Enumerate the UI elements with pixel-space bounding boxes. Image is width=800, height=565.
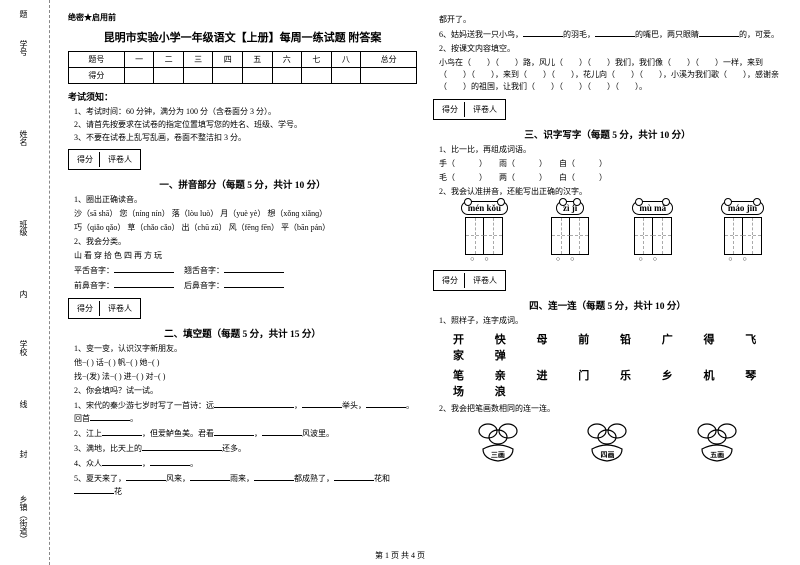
question: 2、按课文内容填空。 xyxy=(439,43,782,55)
question-line: 找−(发) 法−( ) 进−( ) 对−( ) xyxy=(74,371,417,383)
question-line: 2、江上，但爱鲈鱼美。君看，风波里。 xyxy=(74,427,417,440)
th: 七 xyxy=(302,52,332,68)
notice-title: 考试须知： xyxy=(68,90,417,103)
pinyin-unit: máo jīn ○○ xyxy=(703,201,782,263)
question: 2、我会把笔画数相同的连一连。 xyxy=(439,403,782,415)
question-line: 手（ ） 雨（ ） 自（ ） xyxy=(439,158,782,170)
binding-label: 学校 xyxy=(18,340,29,356)
binding-label: 学号 xyxy=(18,40,29,56)
scorebox-cell: 评卷人 xyxy=(102,301,138,316)
scorebox-cell: 得分 xyxy=(71,152,100,167)
score-box: 得分 评卷人 xyxy=(68,149,141,170)
question: 2、你会填吗？试一试。 xyxy=(74,385,417,397)
th: 六 xyxy=(272,52,302,68)
th: 八 xyxy=(331,52,361,68)
tian-grid xyxy=(634,217,672,255)
part-title-3: 三、识字写字（每题 5 分，共计 10 分） xyxy=(433,127,782,141)
question-line: 6、姑妈送我一只小鸟，的羽毛，的嘴巴，两只眼睛的，可爱。 xyxy=(439,28,782,41)
pinyin-cloud: mén kǒu xyxy=(461,201,508,215)
char-row: 笔 亲 进 门 乐 乡 机 琴 场 浪 xyxy=(453,367,782,399)
flower-icon: 四画 xyxy=(577,419,637,464)
part-title-4: 四、连一连（每题 5 分，共计 10 分） xyxy=(433,298,782,312)
binding-margin: 题 学号 姓名 班级 内 学校 线 封 乡镇（街道） xyxy=(0,0,50,565)
question-line: 沙（sā shā） 您（nínɡ nín） 落（lòu luò） 月（yuè y… xyxy=(74,208,417,220)
scorebox-cell: 评卷人 xyxy=(102,152,138,167)
question-line: 1、宋代的秦少游七岁时写了一首诗：远，举头，。回首。 xyxy=(74,399,417,425)
question: 2、我会分类。 xyxy=(74,236,417,248)
scorebox-cell: 得分 xyxy=(436,102,465,117)
score-box: 得分 评卷人 xyxy=(433,270,506,291)
th: 二 xyxy=(154,52,184,68)
tian-grid xyxy=(724,217,762,255)
flower-icon: 五画 xyxy=(687,419,747,464)
question-line: 山 看 穿 拾 色 四 再 方 玩 xyxy=(74,250,417,262)
exam-title: 昆明市实验小学一年级语文【上册】每周一练试题 附答案 xyxy=(68,29,417,45)
question-line: 都开了。 xyxy=(439,14,782,26)
notice-item: 1、考试时间：60 分钟，满分为 100 分（含卷面分 3 分）。 xyxy=(74,106,417,117)
tian-grid xyxy=(465,217,503,255)
flower-label: 三画 xyxy=(468,450,528,460)
secret-label: 绝密★启用前 xyxy=(68,12,417,23)
th: 总分 xyxy=(361,52,417,68)
binding-top: 题 xyxy=(18,10,29,18)
right-column: 都开了。 6、姑妈送我一只小鸟，的羽毛，的嘴巴，两只眼睛的，可爱。 2、按课文内… xyxy=(425,12,790,565)
table-row: 题号 一 二 三 四 五 六 七 八 总分 xyxy=(69,52,417,68)
flower-row: 三画 四画 五画 xyxy=(443,419,772,464)
question-line: 毛（ ） 两（ ） 白（ ） xyxy=(439,172,782,184)
question-line: 小鸟在（ ）（ ）路，风儿（ ）（ ）我们，我们像（ ）（ ）一样，来到（ ）（… xyxy=(439,57,782,93)
question-line: 平舌音字： 翘舌音字： xyxy=(74,264,417,277)
binding-label: 线 xyxy=(18,400,29,408)
score-box: 得分 评卷人 xyxy=(68,298,141,319)
th: 五 xyxy=(242,52,272,68)
question-line: 3、满地，比天上的还多。 xyxy=(74,442,417,455)
binding-label: 内 xyxy=(18,290,29,298)
content-area: 绝密★启用前 昆明市实验小学一年级语文【上册】每周一练试题 附答案 题号 一 二… xyxy=(50,0,800,565)
question: 2、我会认准拼音，还能写出正确的汉字。 xyxy=(439,186,782,198)
pinyin-unit: mù mǎ ○○ xyxy=(614,201,691,263)
left-column: 绝密★启用前 昆明市实验小学一年级语文【上册】每周一练试题 附答案 题号 一 二… xyxy=(60,12,425,565)
page-footer: 第 1 页 共 4 页 xyxy=(0,550,800,561)
scorebox-cell: 得分 xyxy=(71,301,100,316)
binding-label: 乡镇（街道） xyxy=(18,495,29,543)
part-title-2: 二、填空题（每题 5 分，共计 15 分） xyxy=(68,326,417,340)
question-line: 他−( ) 话−( ) 帆−( ) 她−( ) xyxy=(74,357,417,369)
score-table: 题号 一 二 三 四 五 六 七 八 总分 得分 xyxy=(68,51,417,84)
question-line: 前鼻音字： 后鼻音字： xyxy=(74,279,417,292)
question: 1、变一变，认识汉字新朋友。 xyxy=(74,343,417,355)
binding-label: 封 xyxy=(18,450,29,458)
pinyin-unit: zì jǐ ○○ xyxy=(538,201,603,263)
notice-item: 3、不要在试卷上乱写乱画，卷面不整洁扣 3 分。 xyxy=(74,132,417,143)
question: 1、照样子，连字成词。 xyxy=(439,315,782,327)
th: 四 xyxy=(213,52,243,68)
flower-label: 四画 xyxy=(577,450,637,460)
scorebox-cell: 评卷人 xyxy=(467,102,503,117)
pinyin-cloud: zì jǐ xyxy=(556,201,584,215)
td: 得分 xyxy=(69,68,125,84)
th: 一 xyxy=(124,52,154,68)
pinyin-row: mén kǒu ○○ zì jǐ ○○ mù m xyxy=(443,201,782,263)
binding-label: 班级 xyxy=(18,220,29,236)
scorebox-cell: 评卷人 xyxy=(467,273,503,288)
part-title-1: 一、拼音部分（每题 5 分，共计 10 分） xyxy=(68,177,417,191)
question: 1、比一比，再组成词语。 xyxy=(439,144,782,156)
char-row: 开 快 母 前 铅 广 得 飞 家 弹 xyxy=(453,331,782,363)
question-line: 5、夏天来了，风来，雨来，都成熟了，花和花 xyxy=(74,472,417,498)
th: 三 xyxy=(183,52,213,68)
pinyin-cloud: máo jīn xyxy=(721,201,764,215)
question-line: 巧（qiǎo qǎo） 草（chǎo cǎo） 出（chū zū） 风（fēnɡ… xyxy=(74,222,417,234)
scorebox-cell: 得分 xyxy=(436,273,465,288)
notice-item: 2、请首先按要求在试卷的指定位置填写您的姓名、班级、学号。 xyxy=(74,119,417,130)
binding-label: 姓名 xyxy=(18,130,29,146)
table-row: 得分 xyxy=(69,68,417,84)
th: 题号 xyxy=(69,52,125,68)
flower-icon: 三画 xyxy=(468,419,528,464)
flower-label: 五画 xyxy=(687,450,747,460)
question-line: 4、众人，。 xyxy=(74,457,417,470)
pinyin-unit: mén kǒu ○○ xyxy=(443,201,526,263)
tian-grid xyxy=(551,217,589,255)
pinyin-cloud: mù mǎ xyxy=(632,201,673,215)
question: 1、圈出正确读音。 xyxy=(74,194,417,206)
page-root: 题 学号 姓名 班级 内 学校 线 封 乡镇（街道） 绝密★启用前 昆明市实验小… xyxy=(0,0,800,565)
score-box: 得分 评卷人 xyxy=(433,99,506,120)
